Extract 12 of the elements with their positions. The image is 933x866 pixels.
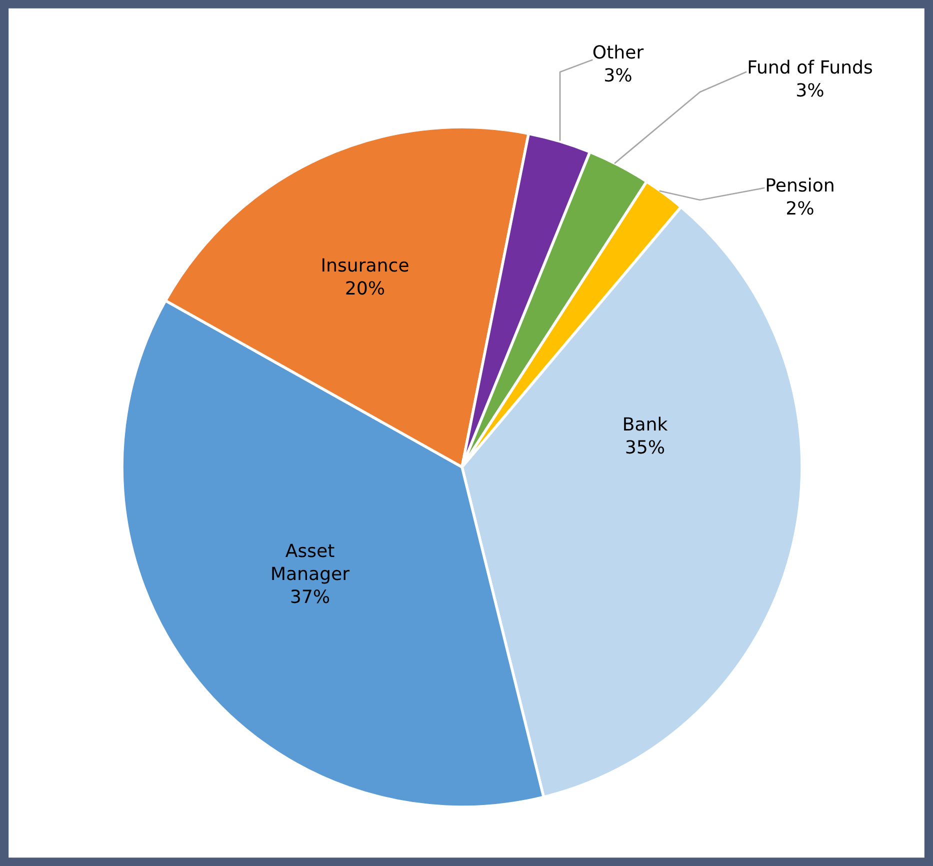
slice-label: Asset Manager [272, 544, 350, 584]
slice-label: Insurance [322, 258, 408, 272]
slice-label: Bank [624, 416, 668, 431]
data-label: 3% [605, 68, 632, 82]
data-label: 2% [787, 201, 814, 215]
data-label: 35% [626, 440, 664, 454]
slice-label: Fund of Funds [748, 60, 872, 74]
slice-label: Other [593, 44, 644, 59]
data-label: 37% [291, 590, 330, 604]
data-label: 3% [797, 83, 824, 97]
slice-label: Pension [766, 178, 834, 192]
data-label: 20% [346, 281, 384, 295]
